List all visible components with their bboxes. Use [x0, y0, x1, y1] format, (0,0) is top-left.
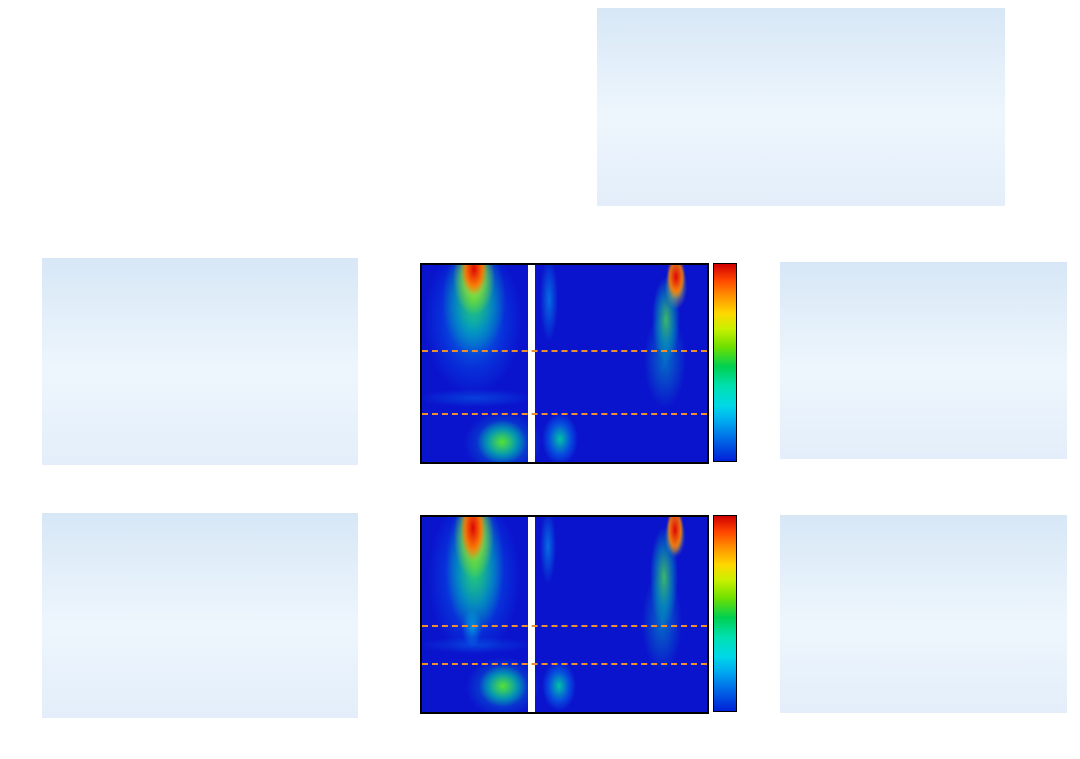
tg-dsc-plot-background [597, 8, 1005, 206]
ratio-e-background [780, 515, 1067, 713]
phase-boundary-250 [422, 413, 707, 415]
crystal-structure-drawing [0, 0, 545, 240]
panel-f-tg-dsc [545, 0, 1080, 240]
colorbar-e [713, 515, 737, 712]
xrd-b-plot-background [42, 258, 358, 465]
panel-c-map-and-ratio [360, 240, 1080, 490]
phase-boundary-250 [422, 663, 707, 665]
panel-d-xrd-stack [0, 490, 395, 759]
axis-break-bar [528, 265, 535, 462]
tg-dsc-plot [545, 0, 1080, 240]
phase-boundary-400 [422, 625, 707, 627]
panel-c-axes-overlay [360, 240, 1080, 490]
xrd-d-plot [0, 490, 395, 759]
panel-b-xrd-stack [0, 240, 395, 490]
xrd-b-plot [0, 240, 395, 490]
xrd-d-plot-background [42, 513, 358, 718]
phase-boundary-500 [422, 350, 707, 352]
panel-a-structure-diagram [0, 0, 545, 240]
colorbar-c [713, 263, 737, 462]
xrd-heatmap-high-temperature [420, 263, 709, 464]
axis-break-bar [528, 517, 535, 712]
xrd-heatmap-molten-salt [420, 515, 709, 714]
ratio-c-background [780, 262, 1067, 459]
panel-e-map-and-ratio [360, 490, 1080, 759]
